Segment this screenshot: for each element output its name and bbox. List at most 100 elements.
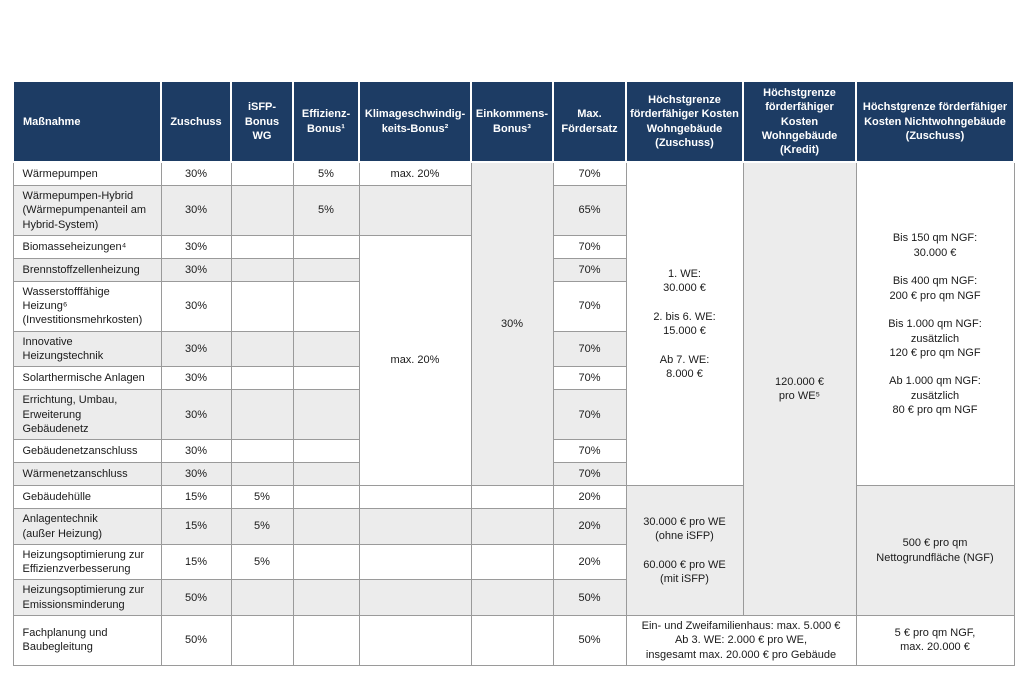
cell-effizienz-bonus xyxy=(292,543,360,581)
cell-limit-nwg: 5 € pro qm NGF, max. 20.000 € xyxy=(855,615,1015,666)
cell-effizienz-bonus xyxy=(292,439,360,464)
cell-massnahme: Solarthermische Anlagen xyxy=(12,366,162,391)
cell-isfp-bonus: 5% xyxy=(230,543,294,581)
cell-effizienz-bonus xyxy=(292,366,360,391)
cell-zuschuss: 15% xyxy=(160,508,232,545)
cell-zuschuss: 30% xyxy=(160,234,232,259)
cell-max-foerdersatz: 65% xyxy=(552,184,627,236)
cell-massnahme: Gebäudenetzanschluss xyxy=(12,439,162,464)
table-row: Wärmepumpen 30% 5% max. 20% 30% 70% 1. W… xyxy=(12,161,1015,617)
cell-limit-nwg-merged: Bis 150 qm NGF: 30.000 € Bis 400 qm NGF:… xyxy=(855,161,1015,487)
cell-effizienz-bonus xyxy=(292,508,360,545)
table-row: Heizungsoptimierung zur Emissionsminderu… xyxy=(12,579,1014,617)
cell-massnahme: Innovative Heizungstechnik xyxy=(12,330,162,368)
cell-massnahme: Anlagentechnik (außer Heizung) xyxy=(12,508,162,545)
cell-zuschuss: 50% xyxy=(160,579,232,617)
cell-klima-bonus xyxy=(358,508,472,545)
cell-max-foerdersatz: 70% xyxy=(552,389,627,441)
cell-effizienz-bonus xyxy=(292,234,360,259)
cell-effizienz-bonus xyxy=(292,579,360,617)
col-header-effizienz-bonus: Effizienz- Bonus¹ xyxy=(292,79,360,164)
cell-massnahme: Heizungsoptimierung zur Effizienzverbess… xyxy=(12,543,162,581)
cell-zuschuss: 30% xyxy=(160,184,232,236)
cell-max-foerdersatz: 70% xyxy=(552,280,627,332)
cell-effizienz-bonus xyxy=(292,615,360,666)
cell-max-foerdersatz: 70% xyxy=(552,366,627,391)
cell-klima-bonus xyxy=(358,543,472,581)
cell-max-foerdersatz: 70% xyxy=(552,234,627,259)
table-row: Heizungsoptimierung zur Effizienzverbess… xyxy=(12,543,1014,581)
cell-max-foerdersatz: 20% xyxy=(552,508,627,545)
cell-effizienz-bonus: 5% xyxy=(292,184,360,236)
cell-isfp-bonus xyxy=(230,439,294,464)
cell-massnahme: Heizungsoptimierung zur Emissionsminderu… xyxy=(12,579,162,617)
cell-max-foerdersatz: 20% xyxy=(552,485,627,510)
table-row: Innovative Heizungstechnik 30% 70% xyxy=(12,330,1014,368)
cell-zuschuss: 30% xyxy=(160,366,232,391)
col-header-max-foerdersatz: Max. Fördersatz xyxy=(552,79,627,164)
cell-isfp-bonus xyxy=(230,280,294,332)
cell-einkommens-bonus xyxy=(470,543,554,581)
cell-effizienz-bonus xyxy=(292,389,360,441)
cell-klima-bonus: max. 20% xyxy=(358,161,472,186)
cell-klima-bonus xyxy=(358,485,472,510)
cell-massnahme: Wärmenetzanschluss xyxy=(12,462,162,487)
table-row: Solarthermische Anlagen 30% 70% xyxy=(12,366,1014,391)
cell-massnahme: Errichtung, Umbau, Erweiterung Gebäudene… xyxy=(12,389,162,441)
cell-max-foerdersatz: 70% xyxy=(552,439,627,464)
cell-isfp-bonus xyxy=(230,615,294,666)
cell-massnahme: Biomasseheizungen⁴ xyxy=(12,234,162,259)
cell-zuschuss: 30% xyxy=(160,280,232,332)
col-header-isfp-bonus-wg: iSFP- Bonus WG xyxy=(230,79,294,164)
foerdertabelle: Maßnahme Zuschuss iSFP- Bonus WG Effizie… xyxy=(12,79,1015,666)
cell-isfp-bonus xyxy=(230,366,294,391)
col-header-einkommens-bonus: Einkommens- Bonus³ xyxy=(470,79,554,164)
cell-isfp-bonus xyxy=(230,234,294,259)
cell-max-foerdersatz: 70% xyxy=(552,330,627,368)
col-header-zuschuss: Zuschuss xyxy=(160,79,232,164)
cell-zuschuss: 15% xyxy=(160,485,232,510)
cell-massnahme: Wärmepumpen-Hybrid (Wärmepumpenanteil am… xyxy=(12,184,162,236)
cell-klima-bonus xyxy=(358,615,472,666)
cell-einkommens-bonus xyxy=(470,615,554,666)
cell-isfp-bonus xyxy=(230,161,294,186)
col-header-hoechstgrenze-wg-kredit: Höchstgrenze förderfähiger Kosten Wohnge… xyxy=(742,79,857,164)
table-row: Wärmenetzanschluss 30% 70% xyxy=(12,462,1014,487)
cell-einkommens-bonus-merged: 30% xyxy=(470,161,554,487)
cell-massnahme: Fachplanung und Baubegleitung xyxy=(12,615,162,666)
table-row: Brennstoffzellenheizung 30% 70% xyxy=(12,257,1014,282)
cell-isfp-bonus: 5% xyxy=(230,508,294,545)
col-header-massnahme: Maßnahme xyxy=(12,79,162,164)
cell-zuschuss: 30% xyxy=(160,330,232,368)
cell-einkommens-bonus xyxy=(470,485,554,510)
cell-max-foerdersatz: 50% xyxy=(552,615,627,666)
cell-isfp-bonus xyxy=(230,184,294,236)
cell-max-foerdersatz: 50% xyxy=(552,579,627,617)
cell-effizienz-bonus xyxy=(292,485,360,510)
cell-einkommens-bonus xyxy=(470,508,554,545)
cell-zuschuss: 30% xyxy=(160,257,232,282)
cell-limit-nwg-merged: 500 € pro qm Nettogrundfläche (NGF) xyxy=(855,485,1015,617)
cell-limit-wg-zuschuss-merged: 1. WE: 30.000 € 2. bis 6. WE: 15.000 € A… xyxy=(625,161,744,487)
col-header-hoechstgrenze-wg-zuschuss: Höchstgrenze förderfähiger Kosten Wohnge… xyxy=(625,79,744,164)
cell-einkommens-bonus xyxy=(470,579,554,617)
cell-zuschuss: 15% xyxy=(160,543,232,581)
cell-effizienz-bonus xyxy=(292,462,360,487)
table-row: Wasserstofffähige Heizung⁶ (Investitions… xyxy=(12,280,1014,332)
cell-effizienz-bonus xyxy=(292,257,360,282)
cell-massnahme: Wärmepumpen xyxy=(12,161,162,186)
cell-isfp-bonus xyxy=(230,389,294,441)
cell-max-foerdersatz: 70% xyxy=(552,257,627,282)
cell-isfp-bonus: 5% xyxy=(230,485,294,510)
table-row: Wärmepumpen-Hybrid (Wärmepumpenanteil am… xyxy=(12,184,1014,236)
cell-effizienz-bonus xyxy=(292,330,360,368)
cell-max-foerdersatz: 70% xyxy=(552,462,627,487)
cell-zuschuss: 50% xyxy=(160,615,232,666)
cell-effizienz-bonus xyxy=(292,280,360,332)
cell-massnahme: Wasserstofffähige Heizung⁶ (Investitions… xyxy=(12,280,162,332)
cell-klima-bonus xyxy=(358,184,472,236)
cell-isfp-bonus xyxy=(230,579,294,617)
cell-isfp-bonus xyxy=(230,330,294,368)
cell-isfp-bonus xyxy=(230,257,294,282)
cell-zuschuss: 30% xyxy=(160,462,232,487)
